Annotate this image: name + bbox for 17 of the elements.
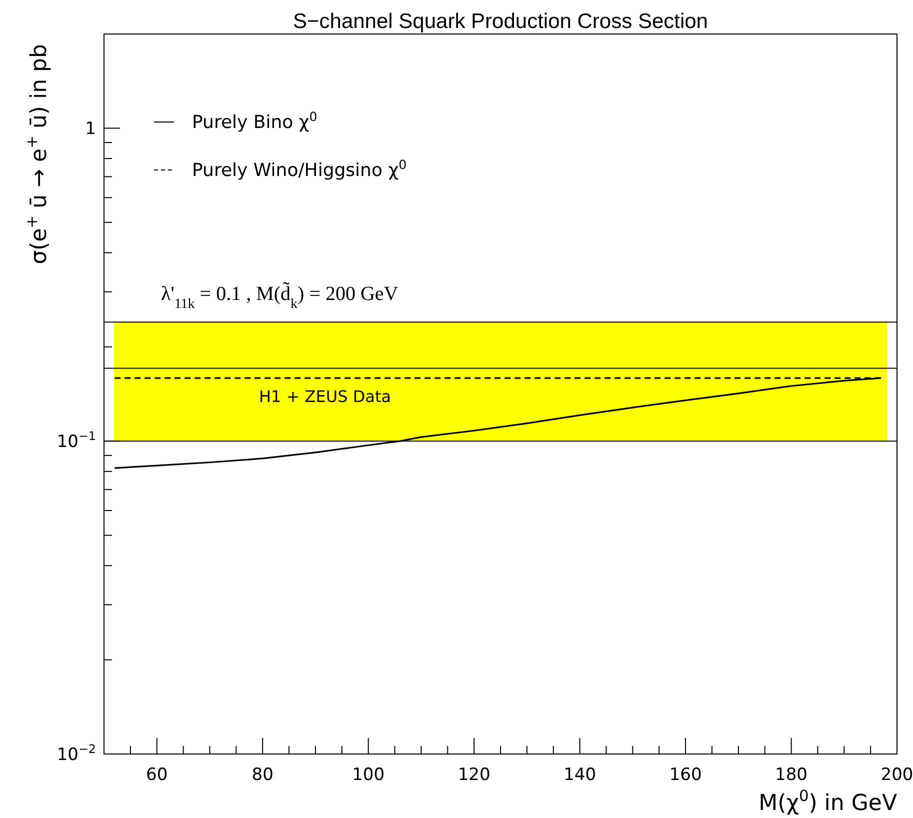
x-tick-label: 140 <box>564 765 596 785</box>
y-tick-label: 1 <box>85 119 96 140</box>
y-tick-label: 10$^{−2}$ <box>56 742 96 765</box>
x-tick-label: 160 <box>669 765 702 785</box>
y-tick-label: 10$^{−1}$ <box>56 429 96 452</box>
legend-label: Purely Bino χ$^{0}$ <box>192 108 318 133</box>
annotation: λ'$_{11k}$ = 0.1 , M(d̃$_{k}$) = 200 GeV <box>161 281 399 312</box>
legend-label: Purely Wino/Higgsino χ$^{0}$ <box>192 156 407 181</box>
x-tick-label: 180 <box>775 765 808 785</box>
x-tick-label: 80 <box>252 765 274 785</box>
chart-title: S−channel Squark Production Cross Section <box>293 10 708 33</box>
x-tick-label: 200 <box>880 765 913 785</box>
x-tick-label: 120 <box>458 765 490 785</box>
x-tick-label: 100 <box>352 765 385 785</box>
x-tick-label: 60 <box>146 765 168 785</box>
x-axis-title: M(χ$^{0}$) in GeV <box>758 787 897 816</box>
band-label: H1 + ZEUS Data <box>259 387 392 406</box>
